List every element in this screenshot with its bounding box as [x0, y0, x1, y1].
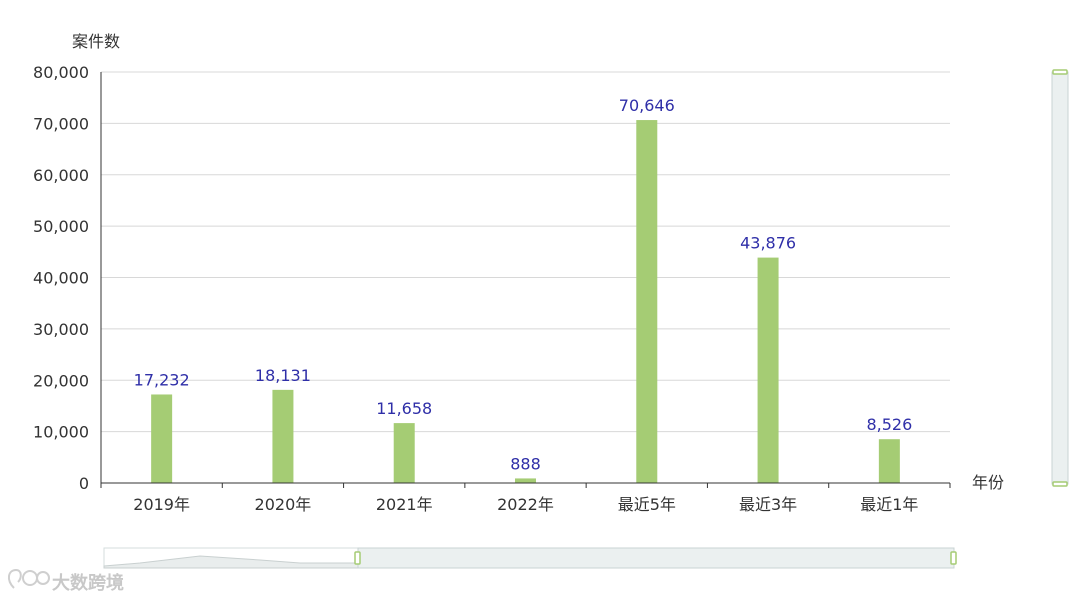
horizontal-zoom-slider[interactable]	[103, 547, 957, 569]
y-tick-label: 30,000	[33, 320, 89, 339]
x-tick-label: 最近3年	[739, 495, 797, 514]
y-tick-label: 10,000	[33, 423, 89, 442]
data-label: 17,232	[134, 370, 190, 389]
y-tick-label: 60,000	[33, 166, 89, 185]
zoom-handle-left[interactable]	[354, 551, 361, 565]
x-tick-label: 2021年	[376, 495, 433, 514]
x-tick-label: 最近5年	[618, 495, 676, 514]
y-axis-title: 案件数	[72, 32, 120, 51]
bar[interactable]	[515, 478, 536, 483]
watermark: 大数跨境	[8, 568, 124, 594]
data-label: 70,646	[619, 96, 675, 115]
y-tick-label: 70,000	[33, 114, 89, 133]
bar[interactable]	[151, 394, 173, 483]
vertical-zoom-handle-bottom[interactable]	[1052, 481, 1068, 487]
data-label: 11,658	[376, 399, 432, 418]
vertical-zoom-window[interactable]	[1051, 71, 1069, 485]
x-tick-label: 最近1年	[860, 495, 918, 514]
y-tick-label: 0	[79, 474, 89, 493]
data-label: 8,526	[866, 415, 912, 434]
watermark-logo-icon	[8, 568, 50, 589]
x-tick-label: 2020年	[255, 495, 312, 514]
data-label: 888	[510, 454, 541, 473]
bar[interactable]	[272, 389, 294, 483]
x-tick-label: 2019年	[133, 495, 190, 514]
y-tick-label: 40,000	[33, 269, 89, 288]
zoom-window[interactable]	[357, 547, 955, 569]
y-tick-label: 50,000	[33, 217, 89, 236]
axes: 0 10,000 20,000 30,000 40,000 50,000 60,000 70,…	[33, 63, 951, 514]
x-tick-label: 2022年	[497, 495, 554, 514]
data-label: 43,876	[740, 234, 796, 253]
value-labels: 17,232 18,131 11,658 888 70,646 43,876 8,526	[134, 96, 913, 473]
bar[interactable]	[757, 257, 779, 483]
vertical-zoom-slider[interactable]	[1051, 69, 1069, 487]
data-label: 18,131	[255, 366, 311, 385]
y-tick-label: 80,000	[33, 63, 89, 82]
vertical-zoom-handle-top[interactable]	[1052, 69, 1068, 75]
zoom-data-shadow	[103, 555, 359, 569]
grid-lines	[101, 71, 950, 433]
bar[interactable]	[636, 120, 658, 483]
bar[interactable]	[878, 439, 900, 483]
bars	[151, 120, 900, 483]
y-tick-label: 20,000	[33, 371, 89, 390]
zoom-handle-right[interactable]	[950, 551, 957, 565]
watermark-text: 大数跨境	[52, 572, 124, 594]
bar[interactable]	[393, 423, 415, 483]
x-axis-title: 年份	[972, 473, 1004, 492]
